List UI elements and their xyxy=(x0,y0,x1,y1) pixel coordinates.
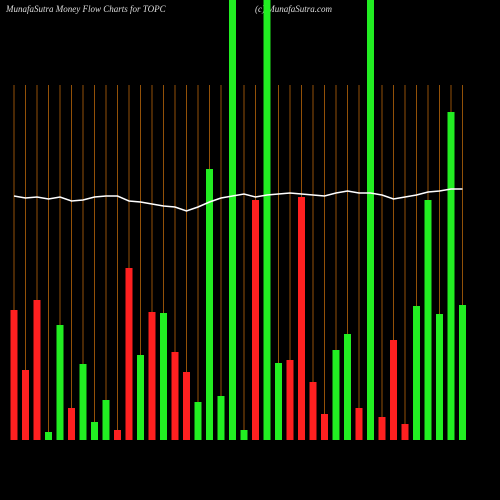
bar xyxy=(275,363,282,440)
bar xyxy=(436,314,443,440)
chart-subtitle: (c) MunafaSutra.com xyxy=(255,4,332,14)
bar xyxy=(114,430,121,440)
bar xyxy=(378,417,386,440)
bar xyxy=(367,0,374,440)
bar xyxy=(240,430,248,440)
bar xyxy=(286,360,294,440)
chart-title: MunafaSutra Money Flow Charts for TOPC xyxy=(5,4,167,14)
bar xyxy=(424,200,432,440)
bar xyxy=(217,396,225,440)
bar xyxy=(206,169,213,440)
bar xyxy=(459,305,466,440)
bar xyxy=(401,424,409,440)
bar xyxy=(10,310,18,440)
bar xyxy=(68,408,75,440)
bar xyxy=(79,364,87,440)
bar xyxy=(355,408,363,440)
bar xyxy=(148,312,156,440)
bar xyxy=(56,325,64,440)
bar xyxy=(332,350,340,440)
bar xyxy=(413,306,420,440)
bar xyxy=(22,370,29,440)
bar xyxy=(125,268,133,440)
money-flow-line xyxy=(13,188,463,212)
bar xyxy=(390,340,397,440)
bar xyxy=(171,352,179,440)
bar xyxy=(229,0,236,440)
bar xyxy=(309,382,317,440)
bar xyxy=(344,334,351,440)
bar xyxy=(447,112,455,440)
bar xyxy=(183,372,190,440)
bar xyxy=(252,200,259,440)
bar xyxy=(298,197,305,440)
bar xyxy=(137,355,144,440)
bar xyxy=(45,432,52,440)
bar xyxy=(194,402,202,440)
bar xyxy=(160,313,167,440)
bar xyxy=(33,300,41,440)
bar xyxy=(321,414,328,440)
bar xyxy=(263,0,271,440)
bar xyxy=(91,422,98,440)
bar xyxy=(102,400,110,440)
